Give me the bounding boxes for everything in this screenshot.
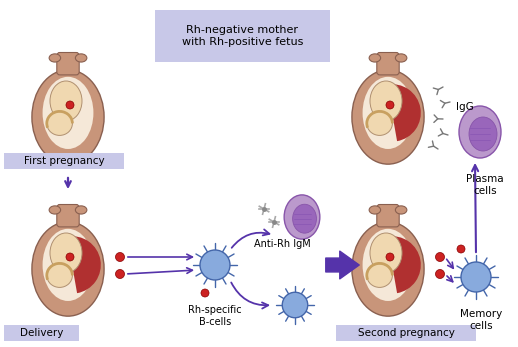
Ellipse shape xyxy=(50,233,82,273)
Text: Delivery: Delivery xyxy=(20,328,63,338)
Ellipse shape xyxy=(370,81,402,121)
Ellipse shape xyxy=(395,206,407,214)
Ellipse shape xyxy=(386,253,394,261)
Ellipse shape xyxy=(352,70,424,164)
Ellipse shape xyxy=(49,54,61,62)
Ellipse shape xyxy=(370,233,402,273)
FancyBboxPatch shape xyxy=(57,204,79,227)
FancyBboxPatch shape xyxy=(155,10,330,62)
Ellipse shape xyxy=(363,77,413,149)
Ellipse shape xyxy=(293,204,316,233)
Ellipse shape xyxy=(42,229,93,301)
Text: IgG: IgG xyxy=(456,102,474,112)
FancyBboxPatch shape xyxy=(336,325,476,341)
Ellipse shape xyxy=(436,253,444,262)
FancyBboxPatch shape xyxy=(4,325,79,341)
Ellipse shape xyxy=(66,101,74,109)
Text: Plasma
cells: Plasma cells xyxy=(466,174,504,196)
Text: Rh-specific
B-cells: Rh-specific B-cells xyxy=(188,305,242,327)
FancyBboxPatch shape xyxy=(4,153,124,169)
Ellipse shape xyxy=(369,54,381,62)
Text: Memory
cells: Memory cells xyxy=(460,309,502,331)
Text: First pregnancy: First pregnancy xyxy=(24,156,104,166)
Ellipse shape xyxy=(42,77,93,149)
Ellipse shape xyxy=(395,54,407,62)
Ellipse shape xyxy=(367,111,393,135)
Ellipse shape xyxy=(116,270,124,279)
Ellipse shape xyxy=(469,117,497,151)
Ellipse shape xyxy=(436,270,444,279)
Ellipse shape xyxy=(49,206,61,214)
Ellipse shape xyxy=(284,195,320,239)
Ellipse shape xyxy=(47,111,73,135)
Ellipse shape xyxy=(352,222,424,316)
Ellipse shape xyxy=(32,222,104,316)
FancyArrowPatch shape xyxy=(326,251,359,279)
Text: Anti-Rh IgM: Anti-Rh IgM xyxy=(254,239,310,249)
Ellipse shape xyxy=(367,263,393,287)
Ellipse shape xyxy=(386,101,394,109)
Ellipse shape xyxy=(76,206,87,214)
FancyBboxPatch shape xyxy=(377,52,399,75)
Ellipse shape xyxy=(50,81,82,121)
Ellipse shape xyxy=(459,106,501,158)
Ellipse shape xyxy=(201,289,209,297)
Wedge shape xyxy=(387,236,421,293)
Ellipse shape xyxy=(363,229,413,301)
Ellipse shape xyxy=(32,70,104,164)
Ellipse shape xyxy=(76,54,87,62)
Ellipse shape xyxy=(369,206,381,214)
FancyBboxPatch shape xyxy=(377,204,399,227)
Wedge shape xyxy=(67,236,101,293)
Ellipse shape xyxy=(461,262,491,292)
Ellipse shape xyxy=(66,253,74,261)
Ellipse shape xyxy=(282,292,308,318)
Text: Rh-negative mother
with Rh-positive fetus: Rh-negative mother with Rh-positive fetu… xyxy=(182,25,303,47)
Ellipse shape xyxy=(200,250,230,280)
Wedge shape xyxy=(387,84,421,141)
Ellipse shape xyxy=(457,245,465,253)
Ellipse shape xyxy=(47,263,73,287)
Ellipse shape xyxy=(116,253,124,262)
Text: Second pregnancy: Second pregnancy xyxy=(357,328,454,338)
FancyBboxPatch shape xyxy=(57,52,79,75)
